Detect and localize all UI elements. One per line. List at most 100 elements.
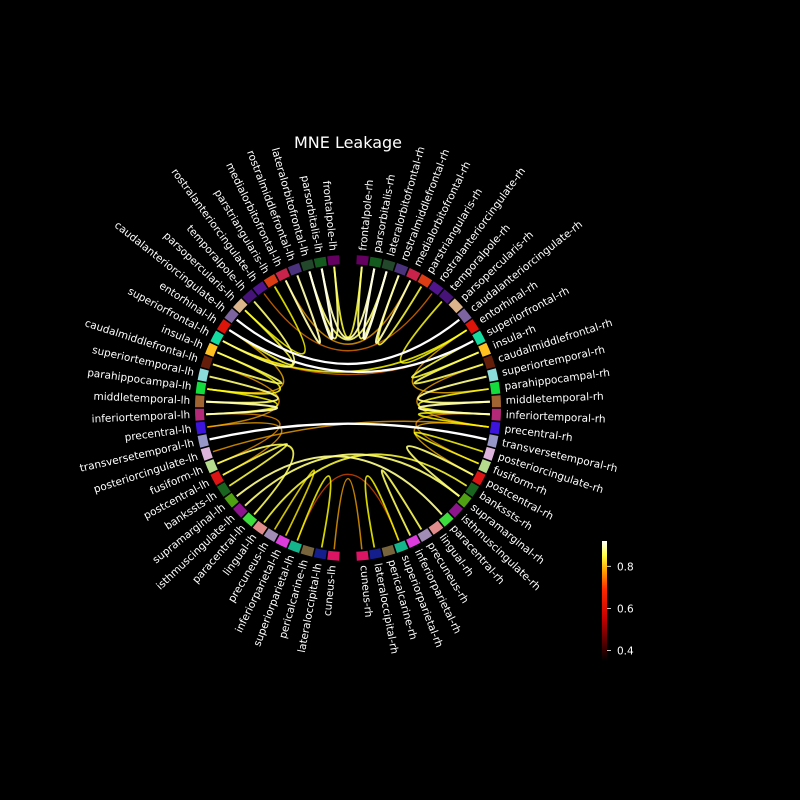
node-inferiorparietal-rh [406,534,421,548]
node-bankssts-rh [465,482,480,497]
node-label-middletemporal-lh: middletemporal-lh [93,391,190,407]
connection-isthmuscingulate-lh-supramarginal-rh [244,453,460,507]
connection-lateraloccipital-rh-superiorparietal-rh [364,475,400,548]
node-lateraloccipital-lh [313,548,327,560]
node-parstriangularis-lh [263,274,279,288]
connection-medialorbitofrontal-lh-rostralmiddlefrontal-lh [284,275,322,344]
node-temporalpole-rh [438,289,454,304]
connection-superiorparietal-lh-superiorparietal-rh [296,473,400,541]
colorbar-tick-label: 0.4 [617,646,634,658]
node-parahippocampal-rh [489,381,501,395]
node-label-cuneus-rh: cuneus-rh [357,565,374,618]
connection-insula-rh-caudalmiddlefrontal-rh [413,351,484,385]
connection-inferiorparietal-rh-precuneus-rh [380,469,423,537]
connection-transversetemporal-lh-transversetemporal-rh [209,422,487,441]
node-parsopercularis-lh [233,298,248,314]
node-medialorbitofrontal-rh [406,268,421,282]
node-supramarginal-rh [457,492,472,508]
node-isthmuscingulate-lh [233,502,248,518]
node-paracentral-rh [438,512,454,527]
connection-middletemporal-rh-inferiortemporal-rh [417,400,490,416]
node-inferiortemporal-lh [195,408,205,421]
connection-cuneus-lh-cuneus-rh [333,478,363,550]
node-rostralmiddlefrontal-lh [287,263,302,276]
node-lateralorbitofrontal-rh [381,259,396,272]
node-fusiform-rh [478,459,491,474]
node-lateralorbitofrontal-lh [300,259,315,272]
node-entorhinal-rh [465,319,480,334]
connection-postcentral-lh-bankssts-lh [222,443,288,487]
connection-parsopercularis-lh-entorhinal-lh [228,309,294,366]
connection-middletemporal-lh-inferiortemporal-lh [206,400,279,416]
node-postcentral-rh [472,470,486,486]
node-parsopercularis-rh [448,298,463,314]
node-cuneus-rh [356,550,369,561]
connection-medialorbitofrontal-rh-rostralmiddlefrontal-rh [374,275,412,344]
node-superiorfrontal-rh [472,330,486,346]
node-pericalcarine-lh [300,544,315,557]
node-caudalanteriorcingulate-rh [457,308,472,324]
node-precentral-rh [489,421,501,435]
colorbar: 0.4 0.6 0.8 [602,541,634,661]
connection-parsorbitalis-lh-parsorbitalis-rh [320,268,376,339]
connection-lateraloccipital-lh-superiorparietal-lh [296,475,332,548]
connection-precentral-rh-inferiortemporal-rh [417,411,490,428]
node-superiortemporal-lh [197,368,209,382]
node-precuneus-lh [263,528,279,542]
connection-lines [206,266,490,550]
node-label-inferiortemporal-rh: inferiortemporal-rh [506,409,606,425]
node-frontalpole-rh [356,255,369,266]
connection-parsorbitalis-lh-lateralorbitofrontal-lh [308,268,334,341]
connection-temporalpole-rh-entorhinal-rh [399,300,468,364]
node-caudalmiddlefrontal-rh [483,355,496,370]
connection-postcentral-rh-supramarginal-rh [405,445,474,497]
node-transversetemporal-rh [487,434,499,448]
connection-caudalanteriorcingulate-lh-caudalanteriorcingulate-rh [235,318,461,365]
colorbar-tick-label: 0.6 [617,603,634,615]
node-paracentral-lh [242,512,258,527]
node-pericalcarine-rh [381,544,396,557]
node-postcentral-lh [210,470,224,486]
connection-parstriangularis-lh-parsopercularis-lh [244,286,306,355]
node-lingual-rh [428,520,444,535]
node-caudalanteriorcingulate-lh [224,308,239,324]
node-label-inferiortemporal-lh: inferiortemporal-lh [91,409,190,425]
node-insula-rh [478,342,491,357]
node-precentral-lh [195,421,207,435]
node-inferiorparietal-lh [275,534,290,548]
connection-temporalpole-lh-superiorfrontal-lh [222,300,296,368]
connection-superiorfrontal-rh-insula-rh [411,340,480,379]
connection-entorhinal-lh-superiorfrontal-rh [228,329,474,374]
connection-precentral-lh-postcentral-lh [207,422,283,476]
colorbar-ticks: 0.4 0.6 0.8 [607,561,634,658]
connection-lateralorbitofrontal-lh-lateralorbitofrontal-rh [308,271,388,341]
node-middletemporal-lh [195,395,205,408]
node-lingual-lh [252,520,268,535]
node-rostralanteriorcingulate-lh [252,281,268,296]
node-frontalpole-lh [327,255,340,266]
node-superiortemporal-rh [487,368,499,382]
node-superiorparietal-rh [394,540,409,553]
node-rostralmiddlefrontal-rh [394,263,409,276]
connection-fusiform-rh-posteriorcingulate-rh [413,431,484,465]
colorbar-tick-label: 0.8 [617,561,634,573]
connection-lingual-lh-bankssts-rh [263,453,468,524]
chart-title: MNE Leakage [294,133,402,152]
node-parsorbitalis-lh [313,256,327,268]
connection-posteriorcingulate-lh-precentral-rh [212,420,489,453]
node-isthmuscingulate-rh [448,502,463,518]
node-precuneus-rh [417,528,433,542]
node-lateraloccipital-rh [369,548,383,560]
connection-precuneus-lh-inferiorparietal-lh [273,469,316,536]
connection-entorhinal-rh-parahippocampal-rh [411,329,489,394]
node-cuneus-lh [327,550,340,561]
connection-medialorbitofrontal-lh-medialorbitofrontal-rh [285,280,411,345]
node-labels: frontalpole-lhparsorbitalis-lhlateralorb… [79,145,619,655]
node-label-cuneus-lh: cuneus-lh [322,565,339,617]
node-label-middletemporal-rh: middletemporal-rh [506,391,604,407]
node-caudalmiddlefrontal-lh [200,355,213,370]
node-temporalpole-lh [242,289,258,304]
node-parsorbitalis-rh [369,256,383,268]
